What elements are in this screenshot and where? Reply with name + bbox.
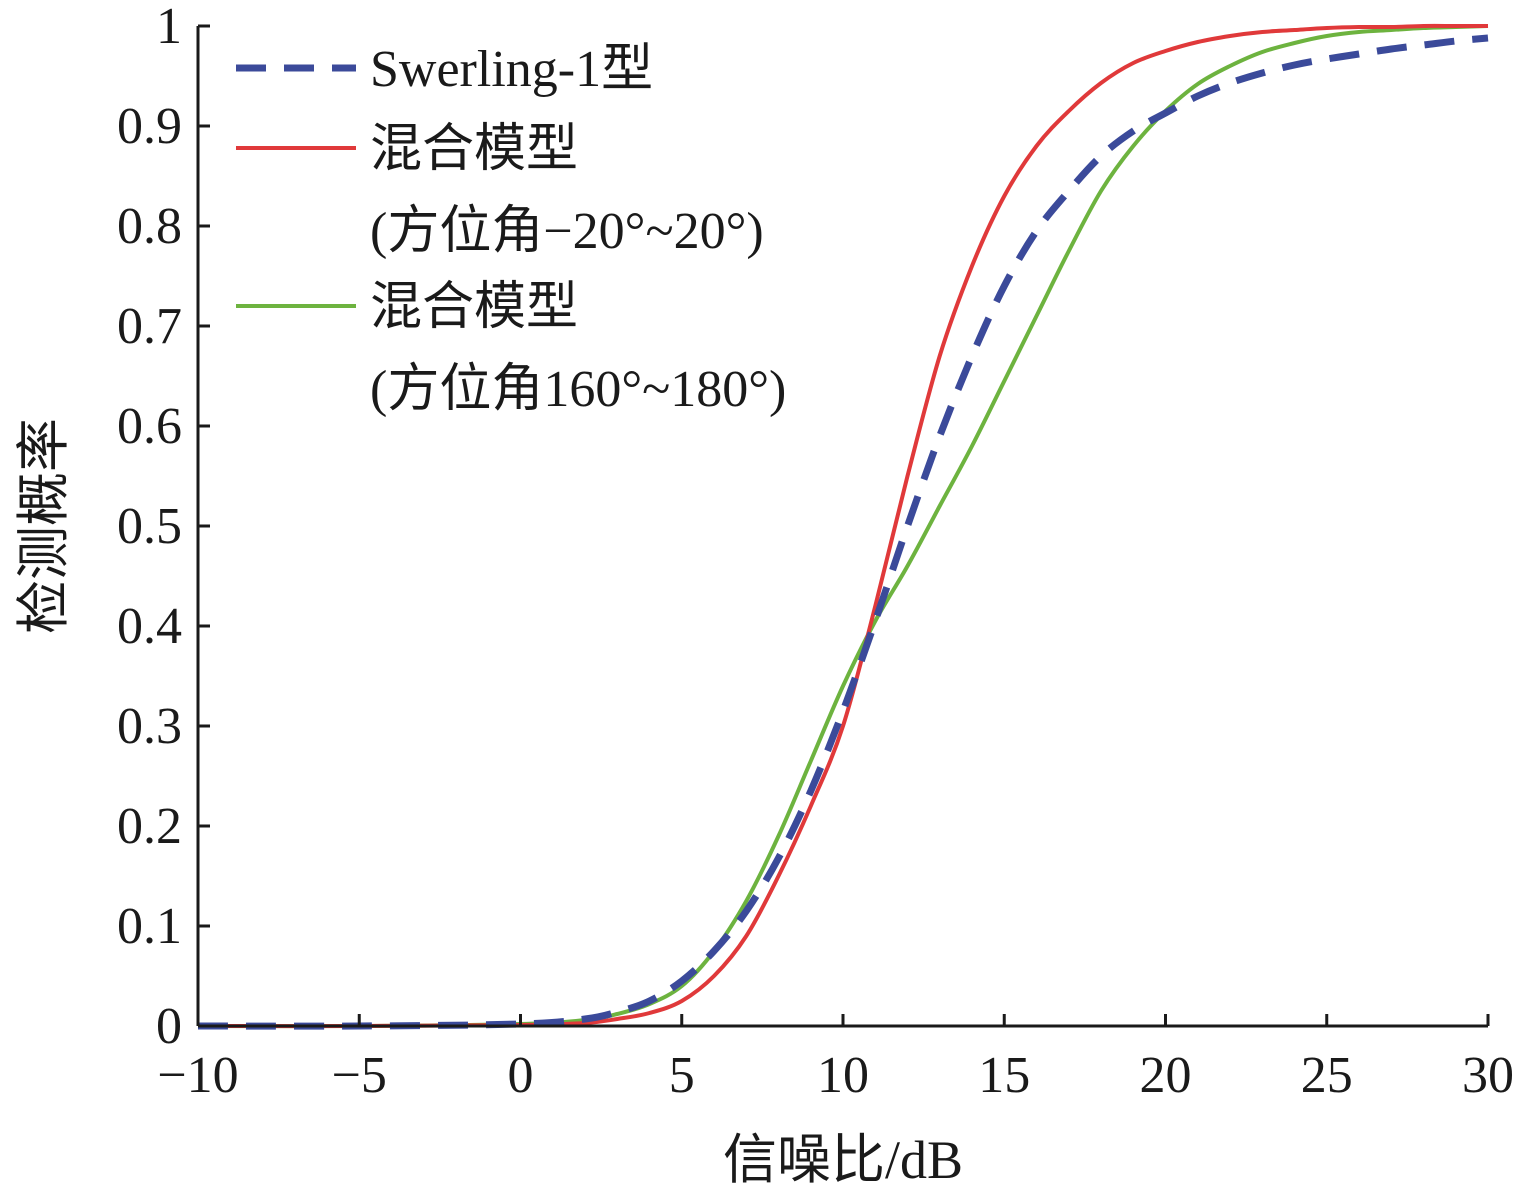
y-tick-label: 0.3 [117,698,182,755]
series-line-1 [197,23,1488,1029]
series-line-0 [197,34,1489,1030]
y-tick-label: 1 [156,0,182,55]
y-tick-label: 0.8 [117,198,182,255]
y-tick-label: 0.4 [117,598,182,655]
x-tick-label: 0 [508,1047,534,1104]
x-tick-label: −5 [332,1047,387,1104]
x-tick-label: 25 [1301,1047,1353,1104]
y-tick-label: 0.9 [117,98,182,155]
x-tick-label: 10 [817,1047,869,1104]
x-tick-label: 5 [669,1047,695,1104]
y-tick-label: 0.5 [117,498,182,555]
x-tick-label: 15 [978,1047,1030,1104]
y-axis-title: 检测概率 [14,418,74,634]
y-tick-label: 0.1 [117,898,182,955]
y-tick-label: 0 [156,998,182,1055]
legend-label-1: (方位角−20°~20°) [370,203,764,260]
legend-label-0: Swerling-1型 [370,41,653,98]
legend-label-1: 混合模型 [370,121,578,178]
y-tick-label: 0.6 [117,398,182,455]
legend-label-2: (方位角160°~180°) [370,361,786,418]
x-tick-label: 20 [1140,1047,1192,1104]
y-tick-label: 0.7 [117,298,182,355]
x-tick-label: −10 [157,1047,238,1104]
y-tick-label: 0.2 [117,798,182,855]
legend-label-2: 混合模型 [370,279,578,336]
x-axis-title: 信噪比/dB [723,1130,963,1190]
ticks-layer: −10 −5 0 5 10 15 20 25 30 0 0.1 0.2 0.3 0.4 0.5 0.6 0.7 0… [117,0,1514,1104]
series-layer [197,23,1489,1030]
x-tick-label: 30 [1462,1047,1514,1104]
